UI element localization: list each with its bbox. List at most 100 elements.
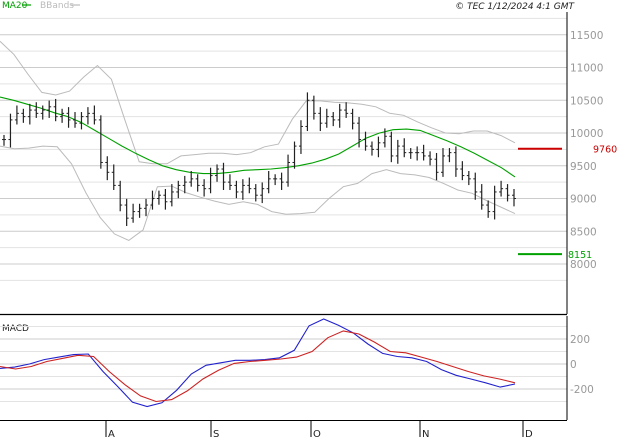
price-candle [499, 180, 504, 197]
macd-lines [0, 318, 516, 408]
macd-y-tick-label: 200 [570, 334, 590, 346]
price-candle [221, 162, 226, 190]
macd-y-tick-label: 0 [570, 359, 577, 371]
x-tick-label: S [213, 429, 219, 440]
price-candle [466, 170, 471, 186]
price-candle [389, 131, 394, 163]
price-candle [318, 107, 323, 132]
price-candle [415, 146, 420, 161]
bbands-layer [0, 40, 516, 241]
price-candle [2, 134, 6, 146]
price-candle [156, 190, 161, 205]
price-candle [208, 167, 213, 194]
price-candle [273, 174, 278, 186]
macd-panel-label: MACD [2, 324, 29, 334]
legend-bbands: BBands [40, 1, 80, 11]
price-candle [53, 98, 58, 122]
ma20-line [0, 96, 516, 178]
price-candle [447, 148, 452, 163]
price-candle [98, 115, 103, 169]
macd-gridlines [0, 326, 567, 402]
price-candle [73, 112, 78, 128]
bband-lower-line [0, 145, 516, 241]
price-candle [111, 164, 116, 190]
price-candle [169, 184, 174, 207]
x-tick-label: N [422, 429, 429, 440]
price-candle [14, 105, 19, 125]
price-y-tick-label: 11500 [570, 30, 603, 42]
price-candle [453, 146, 458, 177]
price-candle [512, 189, 516, 207]
x-tick-label: A [108, 429, 115, 440]
price-candle [344, 102, 349, 118]
price-candle [298, 120, 303, 154]
price-candle [131, 203, 136, 223]
price-candle [21, 108, 26, 123]
legend-bbands-label: BBands [40, 1, 74, 11]
price-candle [47, 100, 52, 118]
price-candle [395, 139, 400, 164]
price-y-tick-label: 11000 [570, 63, 603, 75]
price-candle [234, 180, 239, 199]
price-candle [247, 177, 252, 194]
price-candle [492, 185, 497, 220]
price-candle [227, 174, 232, 190]
macd-signal-line [0, 330, 516, 403]
price-candle [182, 175, 187, 194]
x-tick-label: D [525, 429, 533, 440]
price-candle [434, 152, 439, 181]
price-y-axis: 11500 11000 10500 10000 9500 9000 8500 8000 [570, 30, 603, 271]
price-y-tick-label: 9500 [570, 161, 597, 173]
price-candle [27, 103, 32, 125]
legend-ma20: MA20 [2, 1, 31, 11]
price-candle [505, 184, 510, 202]
price-candle [137, 203, 142, 218]
copyright-text: © TEC 1/12/2024 4:1 GMT [455, 2, 575, 12]
price-candle [286, 154, 291, 187]
price-candle [337, 103, 342, 128]
price-plot-area [0, 12, 567, 314]
price-candle [279, 172, 284, 190]
price-candle [266, 170, 271, 194]
price-candle [292, 141, 297, 169]
price-panel: 11500 11000 10500 10000 9500 9000 8500 8000 976… [0, 12, 617, 316]
macd-line [0, 318, 516, 408]
price-candle [144, 198, 149, 217]
price-candle [376, 136, 381, 158]
price-candle [189, 170, 194, 187]
price-candle [240, 179, 245, 200]
price-candle [202, 179, 207, 197]
price-candle [60, 108, 65, 123]
price-candle [363, 131, 368, 151]
price-candle [150, 190, 155, 210]
price-y-tick-label: 9000 [570, 194, 597, 206]
chart-header: MA20 BBands © TEC 1/12/2024 4:1 GMT [2, 1, 576, 12]
macd-panel: MACD 200 0 -200 [0, 316, 594, 421]
price-candle [311, 95, 316, 120]
price-candle [163, 189, 168, 210]
price-candle [176, 180, 181, 199]
reference-level-label: 8151 [568, 250, 592, 261]
price-candle [382, 128, 387, 148]
legend-ma20-label: MA20 [2, 1, 28, 11]
price-candle [324, 108, 329, 128]
x-tick-label: O [313, 429, 321, 440]
price-y-tick-label: 10000 [570, 128, 603, 140]
candles-layer [2, 92, 516, 227]
price-candle [428, 151, 433, 166]
price-candle [215, 164, 220, 182]
reference-level-label: 9760 [593, 145, 617, 156]
ma20-layer [0, 96, 516, 178]
reference-levels: 9760 8151 [518, 145, 617, 261]
price-candle [85, 107, 90, 125]
price-candle [195, 174, 200, 192]
price-candle [473, 172, 478, 200]
price-candle [350, 108, 355, 130]
price-y-tick-label: 10500 [570, 95, 603, 107]
macd-y-tick-label: -200 [570, 384, 594, 396]
price-candle [440, 148, 445, 177]
price-candle [118, 180, 123, 212]
price-y-tick-label: 8000 [570, 259, 597, 271]
price-candle [79, 112, 84, 130]
